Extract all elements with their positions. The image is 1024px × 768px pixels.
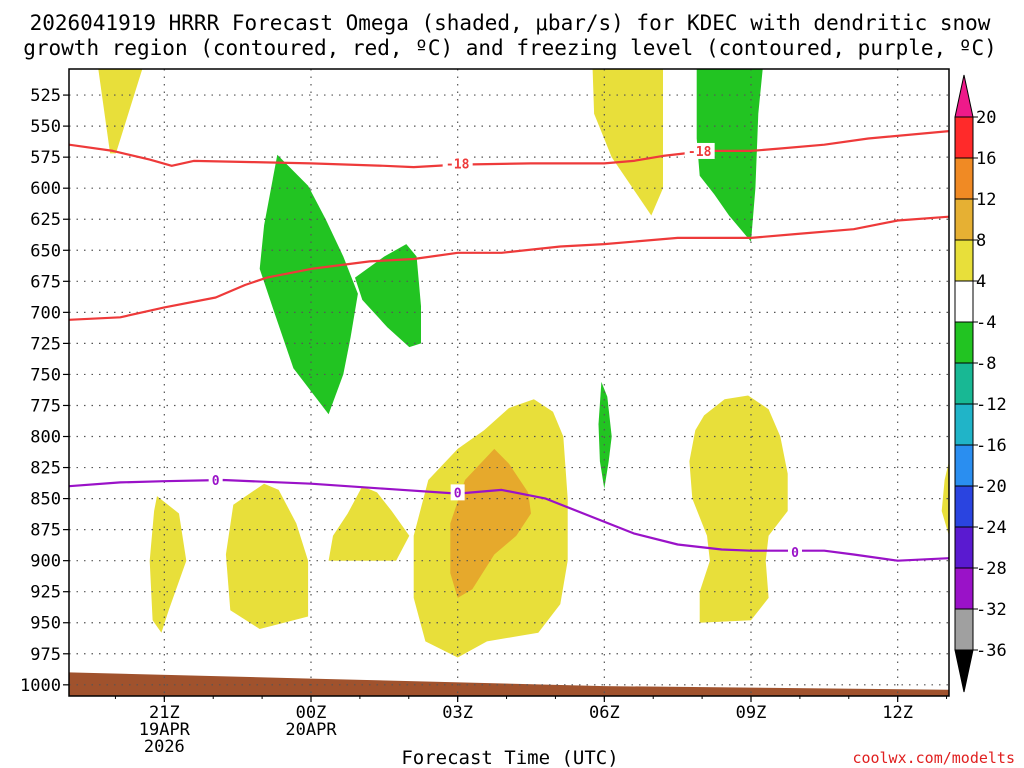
contour-label: -18 (688, 145, 712, 160)
y-tick-label: 925 (30, 583, 61, 603)
y-tick-label: 550 (30, 117, 61, 137)
colorbar-label: 8 (976, 231, 986, 251)
y-tick-label: 775 (30, 396, 61, 416)
y-tick-label: 950 (30, 614, 61, 634)
x-tick-label: 12Z (882, 703, 913, 723)
colorbar-top-arrow (954, 74, 974, 118)
contour-label: -18 (446, 157, 470, 172)
contour-label: 0 (454, 486, 462, 501)
x-tick-label: 19APR (139, 720, 191, 740)
colorbar-label: -32 (976, 600, 1007, 620)
colorbar-swatch (954, 608, 974, 651)
colorbar-label: -36 (976, 641, 1007, 661)
omega-region-8 (450, 448, 531, 598)
y-tick-label: 875 (30, 521, 61, 541)
omega-region-10 (355, 244, 421, 348)
x-tick-label: 03Z (442, 703, 473, 723)
omega-region-4 (328, 486, 410, 561)
colorbar-label: 20 (976, 108, 996, 128)
y-tick-label: 600 (30, 179, 61, 199)
y-tick-label: 650 (30, 241, 61, 261)
contour-layer: -18 -18 0 0 0 (69, 130, 949, 562)
omega-region-2 (149, 496, 187, 633)
chart-title-line1: 2026041919 HRRR Forecast Omega (shaded, … (30, 11, 991, 35)
colorbar-legend: 20 16 12 8 4 -4 -8 -12 -16 -20 -24 -28 -32 -36 (954, 74, 1007, 693)
colorbar-label: -4 (976, 313, 996, 333)
y-tick-label: 700 (30, 303, 61, 323)
y-tick-label: 575 (30, 148, 61, 168)
omega-shading-layer (98, 69, 949, 658)
colorbar-swatch (954, 485, 974, 528)
colorbar-swatch (954, 116, 974, 159)
x-axis-label: Forecast Time (UTC) (401, 747, 618, 768)
y-tick-label: 850 (30, 490, 61, 510)
colorbar-label: -16 (976, 436, 1007, 456)
plot-frame (68, 68, 950, 697)
omega-region-3 (225, 483, 309, 629)
contour-label-bg (208, 471, 223, 488)
colorbar-swatch (954, 567, 974, 610)
omega-region-1 (592, 69, 663, 216)
terrain-fill (69, 672, 949, 696)
colorbar-label: -8 (976, 354, 996, 374)
x-tick-label: 06Z (589, 703, 620, 723)
y-tick-label: 975 (30, 645, 61, 665)
contour-label-bg (450, 484, 465, 501)
y-tick-label: 1000 (20, 676, 61, 696)
omega-region-12 (598, 381, 612, 489)
y-tick-label: 800 (30, 428, 61, 448)
colorbar-label: -28 (976, 559, 1007, 579)
colorbar-label: -20 (976, 477, 1007, 497)
y-tick-label: 900 (30, 552, 61, 572)
x-tick-label: 20APR (285, 720, 337, 740)
terrain-layer (69, 672, 949, 696)
omega-region-11 (696, 69, 763, 242)
contour-label: 0 (212, 474, 220, 489)
colorbar-swatch (954, 157, 974, 200)
contour-line-1 (69, 215, 949, 321)
colorbar-swatch (954, 321, 974, 364)
y-tick-label: 625 (30, 210, 61, 230)
colorbar-swatch (954, 239, 974, 282)
contour-label-bg (788, 543, 802, 560)
contour-label-bg (442, 155, 473, 172)
x-tick-label: 09Z (736, 703, 767, 723)
colorbar-swatch (954, 526, 974, 569)
colorbar-label: -12 (976, 395, 1007, 415)
y-tick-label: 675 (30, 272, 61, 292)
colorbar-label: 12 (976, 190, 996, 210)
colorbar-swatch (954, 444, 974, 487)
contour-line-0 (69, 130, 949, 169)
y-tick-label: 750 (30, 365, 61, 385)
x-tick-label: 2026 (144, 737, 185, 757)
colorbar-label: -24 (976, 518, 1007, 538)
contour-label-bg (684, 142, 715, 159)
colorbar-swatch (954, 362, 974, 405)
colorbar-swatch (954, 280, 974, 323)
y-tick-label: 725 (30, 334, 61, 354)
colorbar-swatch (954, 403, 974, 446)
credit-text: coolwx.com/modelts (852, 749, 1015, 767)
y-tick-label: 525 (30, 86, 61, 106)
chart-title-line2: growth region (contoured, red, ºC) and f… (23, 36, 997, 60)
omega-region-7 (941, 461, 949, 536)
colorbar-swatch (954, 198, 974, 241)
omega-region-9 (259, 154, 358, 415)
contour-label: 0 (791, 546, 799, 561)
omega-region-6 (689, 395, 788, 623)
x-tick-label: 21Z (149, 703, 180, 723)
omega-region-0 (98, 69, 143, 154)
x-tick-label: 00Z (296, 703, 327, 723)
y-tick-label: 825 (30, 459, 61, 479)
colorbar-label: 4 (976, 272, 986, 292)
colorbar-label: 16 (976, 149, 996, 169)
y-axis: 525 550 575 600 625 650 675 700 725 750 775 800 825 8… (20, 86, 69, 696)
colorbar-bottom-arrow (954, 649, 974, 693)
